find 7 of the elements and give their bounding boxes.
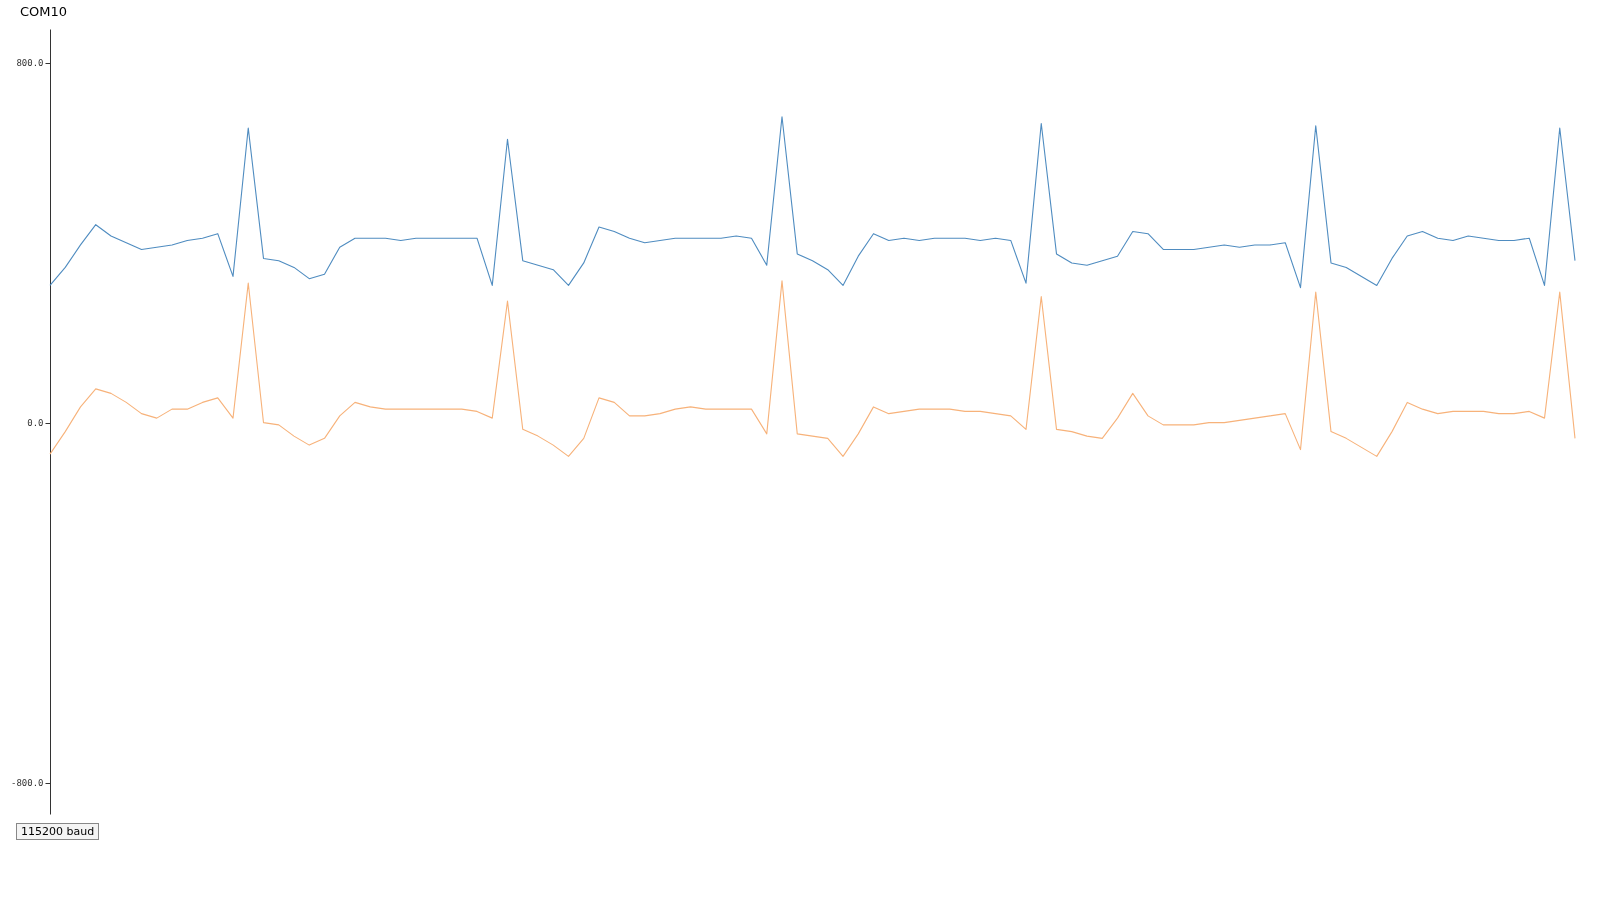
chart-title: COM10: [20, 4, 68, 19]
line-series: [49, 280, 1576, 457]
y-tick-label: 0.0: [27, 418, 44, 429]
y-tick-label: -800.0: [10, 778, 44, 789]
text: 115200 baud: [16, 823, 100, 840]
y-tick-label: 800.0: [16, 58, 44, 69]
line-series: [49, 116, 1576, 289]
